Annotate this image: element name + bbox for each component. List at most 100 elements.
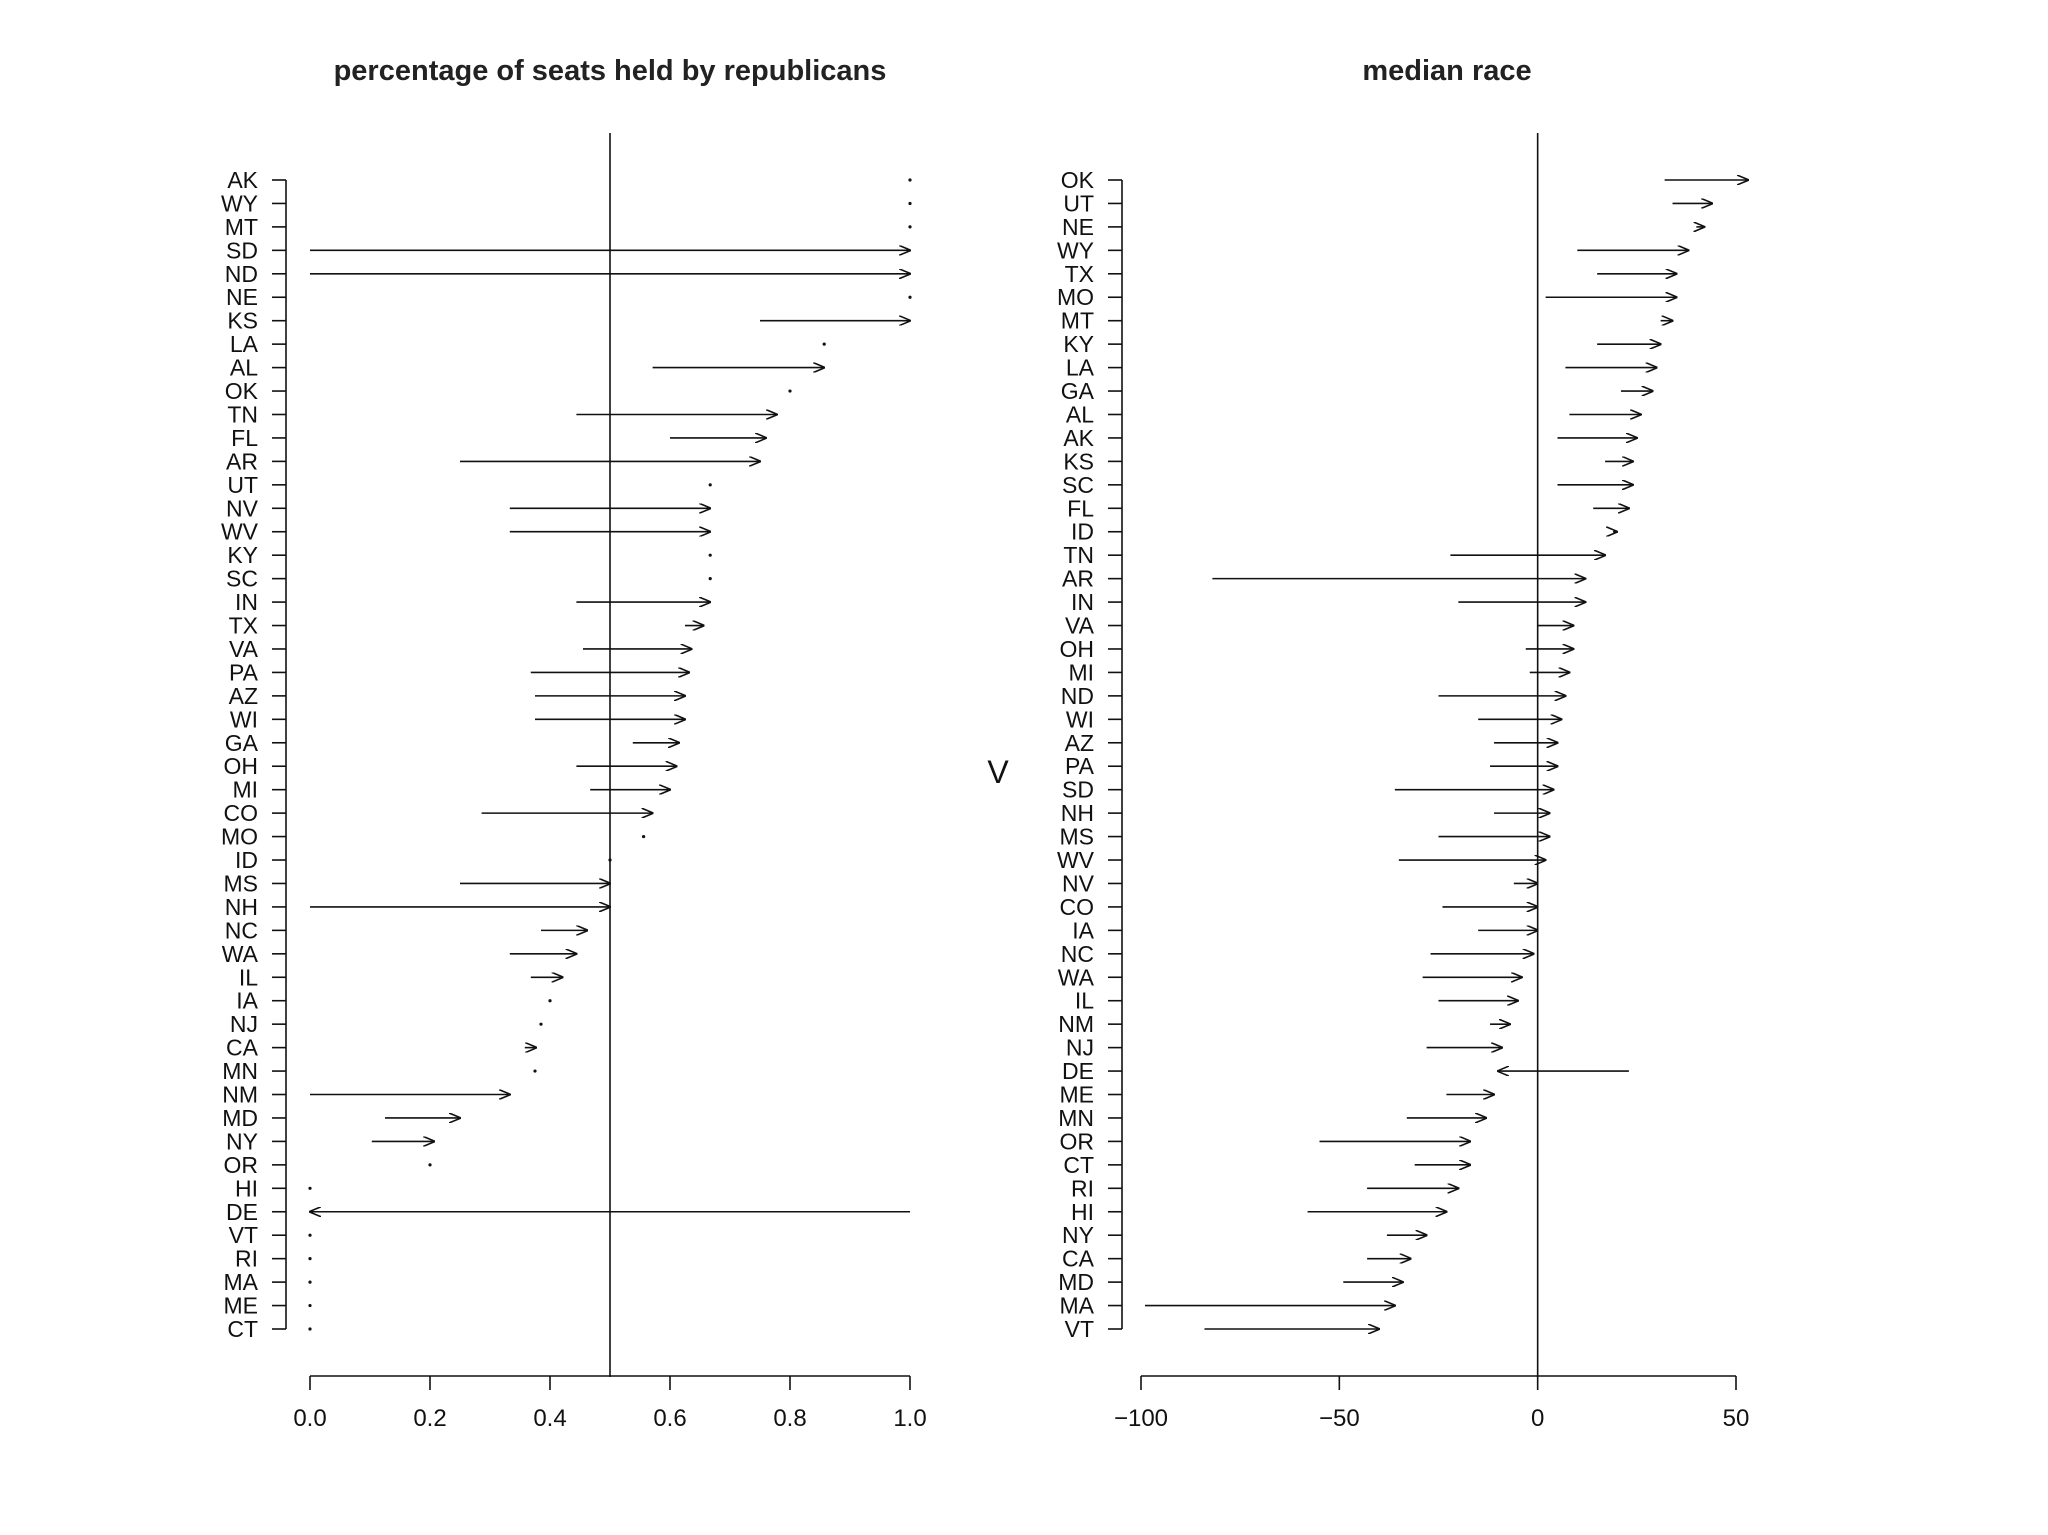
- left-x-tick-label: 0.6: [653, 1405, 686, 1432]
- right-state-label: PA: [1065, 753, 1095, 779]
- left-point-mn: [533, 1069, 537, 1073]
- right-panel: OKUTNEWYTXMOMTKYLAGAALAKKSSCFLIDTNARINVA…: [1057, 133, 1749, 1432]
- right-x-tick-label: −50: [1319, 1405, 1360, 1432]
- right-x-tick-label: 0: [1531, 1405, 1544, 1432]
- left-state-label: KY: [227, 542, 258, 568]
- right-state-label: MT: [1061, 308, 1094, 334]
- left-state-label: MD: [222, 1105, 258, 1131]
- right-state-label: WI: [1066, 706, 1094, 732]
- left-state-label: OH: [224, 753, 259, 779]
- left-point-ct: [308, 1327, 312, 1331]
- left-state-label: NC: [225, 917, 258, 943]
- left-state-label: TN: [227, 401, 258, 427]
- right-state-label: AL: [1066, 401, 1094, 427]
- left-state-label: ND: [225, 261, 258, 287]
- left-point-ok: [788, 389, 792, 393]
- right-state-label: MN: [1058, 1105, 1094, 1131]
- left-state-label: VA: [229, 636, 259, 662]
- right-state-label: OH: [1060, 636, 1095, 662]
- right-state-label: MS: [1060, 824, 1095, 850]
- left-point-me: [308, 1303, 312, 1308]
- right-state-label: TN: [1063, 542, 1094, 568]
- left-point-mt: [908, 225, 912, 229]
- left-state-label: PA: [229, 659, 259, 685]
- left-state-label: NJ: [230, 1011, 258, 1037]
- right-x-tick-label: −100: [1114, 1405, 1168, 1432]
- right-state-label: AK: [1063, 425, 1094, 451]
- right-state-label: LA: [1066, 355, 1095, 381]
- left-point-vt: [308, 1233, 312, 1237]
- left-state-label: FL: [231, 425, 258, 451]
- left-x-tick-label: 0.4: [533, 1405, 566, 1432]
- left-point-ky: [708, 553, 712, 557]
- right-state-label: TX: [1065, 261, 1094, 287]
- left-state-label: GA: [225, 730, 259, 756]
- left-state-label: MT: [225, 214, 258, 240]
- left-state-label: OR: [224, 1152, 259, 1178]
- right-state-label: NV: [1062, 870, 1095, 896]
- right-state-label: IL: [1075, 988, 1094, 1014]
- left-state-label: HI: [235, 1175, 258, 1201]
- left-state-label: SD: [226, 237, 258, 263]
- left-point-id: [608, 858, 612, 862]
- left-point-ia: [548, 999, 552, 1003]
- left-state-label: WV: [221, 519, 259, 545]
- left-point-ak: [908, 178, 912, 182]
- left-state-label: CA: [226, 1035, 259, 1061]
- left-state-label: VT: [229, 1222, 258, 1248]
- right-state-label: HI: [1071, 1199, 1094, 1225]
- middle-label: V: [987, 754, 1009, 790]
- right-state-label: WV: [1057, 847, 1095, 873]
- right-state-label: NH: [1061, 800, 1094, 826]
- left-state-label: AK: [227, 167, 258, 193]
- right-state-label: AR: [1062, 566, 1094, 592]
- left-point-ma: [308, 1280, 312, 1284]
- right-state-label: NM: [1058, 1011, 1094, 1037]
- right-x-tick-label: 50: [1723, 1405, 1750, 1432]
- left-x-tick-label: 0.0: [293, 1405, 326, 1432]
- left-point-wy: [908, 201, 912, 206]
- left-point-ne: [908, 295, 912, 299]
- right-state-label: VA: [1065, 613, 1095, 639]
- right-state-label: GA: [1061, 378, 1095, 404]
- right-state-label: MO: [1057, 284, 1094, 310]
- left-state-label: OK: [225, 378, 259, 404]
- left-state-label: AZ: [229, 683, 258, 709]
- right-state-label: FL: [1067, 495, 1094, 521]
- right-state-label: VT: [1065, 1316, 1094, 1342]
- left-point-hi: [308, 1186, 312, 1190]
- left-state-label: NE: [226, 284, 258, 310]
- left-state-label: NV: [226, 495, 259, 521]
- left-state-label: MA: [224, 1269, 259, 1295]
- left-state-label: MN: [222, 1058, 258, 1084]
- left-state-label: MS: [224, 870, 259, 896]
- left-state-label: NY: [226, 1128, 258, 1154]
- left-x-tick-label: 0.2: [413, 1405, 446, 1432]
- left-state-label: MI: [232, 777, 258, 803]
- left-state-label: ME: [224, 1293, 259, 1319]
- left-state-label: WY: [221, 190, 258, 216]
- left-state-label: AL: [230, 355, 258, 381]
- right-state-label: ME: [1060, 1082, 1095, 1108]
- left-panel: AKWYMTSDNDNEKSLAALOKTNFLARUTNVWVKYSCINTX…: [221, 133, 927, 1432]
- left-state-label: LA: [230, 331, 259, 357]
- right-state-label: IA: [1072, 917, 1094, 943]
- right-state-label: UT: [1063, 190, 1094, 216]
- right-state-label: MI: [1068, 659, 1094, 685]
- left-state-label: MO: [221, 824, 258, 850]
- left-state-label: NH: [225, 894, 258, 920]
- right-state-label: SC: [1062, 472, 1094, 498]
- left-state-label: ID: [235, 847, 258, 873]
- right-state-label: MA: [1060, 1293, 1095, 1319]
- left-state-label: RI: [235, 1246, 258, 1272]
- left-point-ut: [708, 483, 712, 487]
- right-state-label: KY: [1063, 331, 1094, 357]
- right-state-label: CT: [1063, 1152, 1094, 1178]
- right-state-label: OR: [1060, 1128, 1095, 1154]
- left-point-nj: [539, 1022, 543, 1026]
- right-state-label: KS: [1063, 448, 1094, 474]
- right-state-label: OK: [1061, 167, 1095, 193]
- right-state-label: WA: [1058, 964, 1095, 990]
- left-state-label: DE: [226, 1199, 258, 1225]
- right-state-label: NY: [1062, 1222, 1094, 1248]
